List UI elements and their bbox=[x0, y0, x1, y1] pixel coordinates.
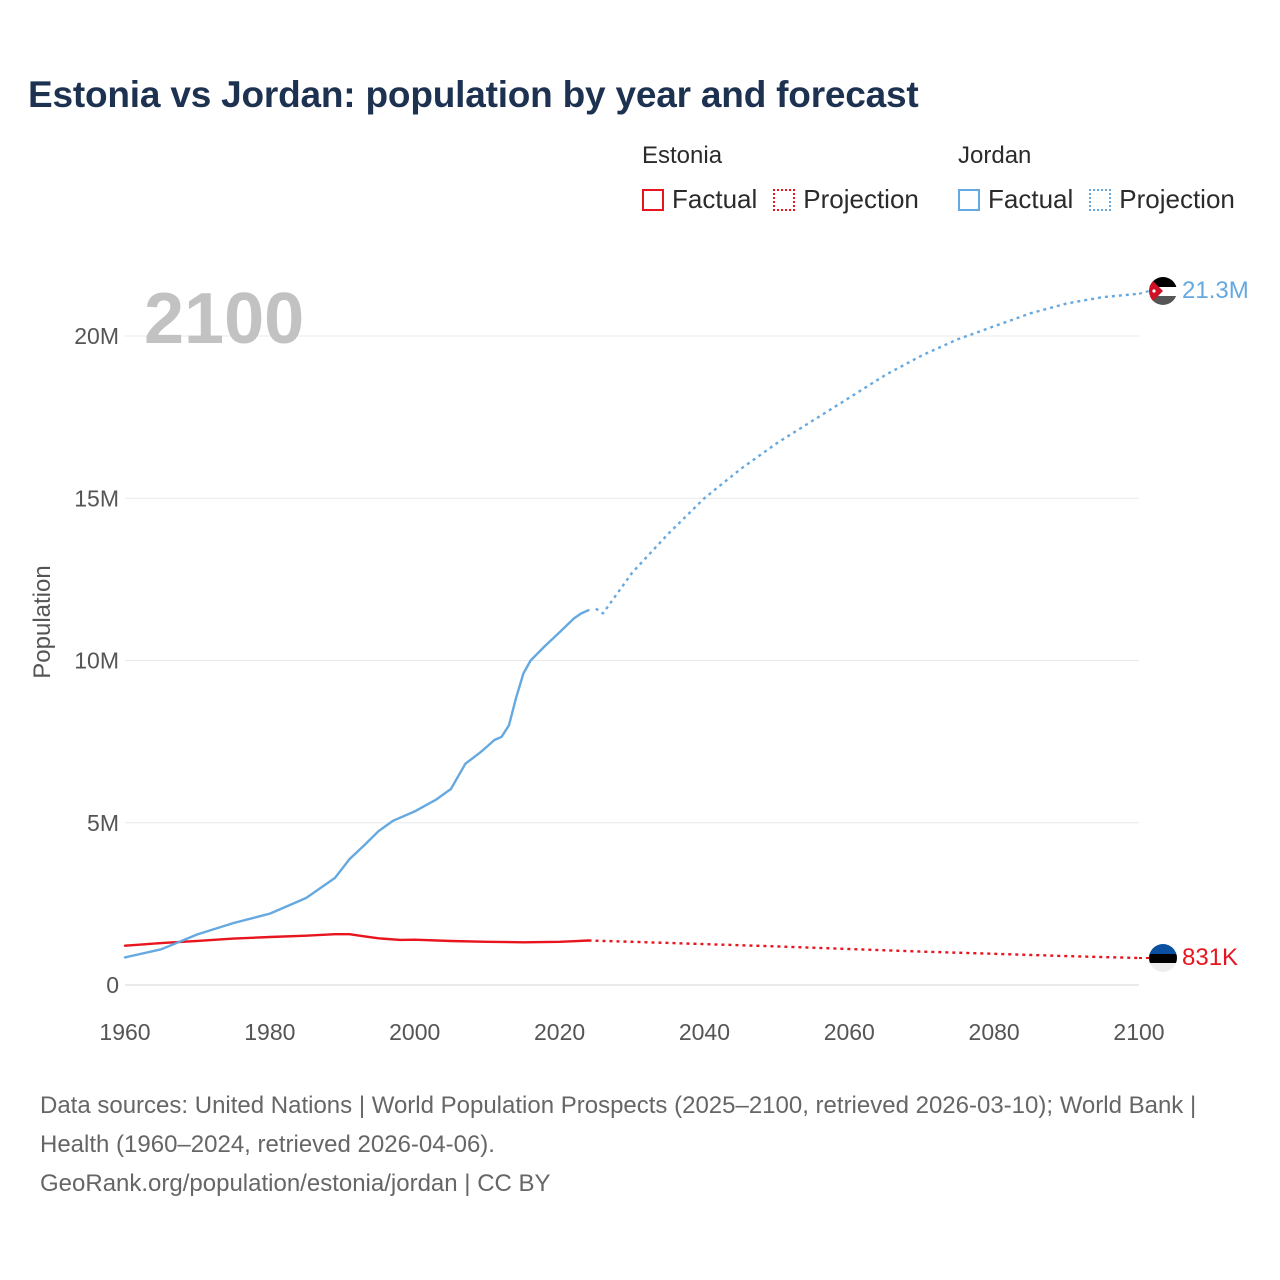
jordan-flag-icon bbox=[1149, 277, 1177, 305]
legend-group-title: Jordan bbox=[958, 142, 1032, 169]
x-tick-label: 2020 bbox=[534, 1019, 585, 1045]
estonia-factual-line[interactable] bbox=[123, 933, 590, 947]
legend-group-estonia: Estonia Factual Projection bbox=[642, 142, 919, 214]
factual-swatch-icon bbox=[642, 188, 664, 211]
y-tick-label: 20M bbox=[74, 323, 119, 349]
x-tick-label: 2000 bbox=[389, 1019, 440, 1045]
estonia-projection-line[interactable] bbox=[588, 939, 1140, 960]
factual-swatch-icon bbox=[958, 188, 980, 211]
jordan-label-connector bbox=[1138, 290, 1150, 295]
legend-item-label: Factual bbox=[672, 184, 758, 214]
x-tick-label: 2060 bbox=[824, 1019, 875, 1045]
x-tick-label: 2100 bbox=[1113, 1019, 1164, 1045]
y-tick-label: 15M bbox=[74, 485, 119, 511]
legend-row: Factual Projection bbox=[958, 184, 1251, 215]
legend-group-title: Estonia bbox=[642, 142, 723, 169]
chart-area: 2100 0 5M 10M 15M 20M 1960 1980 2000 2020 2040 20… bbox=[29, 277, 1249, 1045]
jordan-end-label: 21.3M bbox=[1182, 277, 1249, 304]
jordan-projection-line[interactable] bbox=[595, 292, 1140, 615]
chart-title: Estonia vs Jordan: population by year an… bbox=[28, 74, 919, 115]
legend-group-jordan: Jordan Factual Projection bbox=[958, 142, 1235, 214]
legend-item-label: Projection bbox=[803, 184, 919, 214]
y-tick-label: 10M bbox=[74, 648, 119, 674]
legend-item-jordan-factual[interactable]: Factual bbox=[958, 184, 1073, 215]
footer: Data sources: United Nations | World Pop… bbox=[40, 1086, 1240, 1203]
legend-item-estonia-projection[interactable]: Projection bbox=[773, 184, 919, 215]
grid bbox=[125, 335, 1139, 986]
projection-swatch-icon bbox=[773, 188, 796, 211]
year-watermark: 2100 bbox=[144, 279, 304, 359]
x-tick-label: 2040 bbox=[679, 1019, 730, 1045]
legend-item-label: Factual bbox=[988, 184, 1074, 214]
data-sources-note: Data sources: United Nations | World Pop… bbox=[40, 1092, 1197, 1158]
x-axis: 1960 1980 2000 2020 2040 2060 2080 2100 bbox=[99, 1019, 1164, 1045]
y-tick-label: 5M bbox=[87, 810, 119, 836]
x-tick-label: 1960 bbox=[99, 1019, 150, 1045]
series bbox=[123, 290, 1150, 960]
legend-item-jordan-projection[interactable]: Projection bbox=[1089, 184, 1235, 215]
y-tick-label: 0 bbox=[106, 972, 119, 998]
jordan-factual-line[interactable] bbox=[123, 609, 590, 959]
y-axis: 0 5M 10M 15M 20M bbox=[74, 323, 119, 998]
legend-item-label: Projection bbox=[1119, 184, 1235, 214]
legend-item-estonia-factual[interactable]: Factual bbox=[642, 184, 757, 215]
estonia-end-label: 831K bbox=[1182, 944, 1238, 971]
estonia-flag-icon bbox=[1149, 944, 1177, 972]
credit-link[interactable]: GeoRank.org/population/estonia/jordan | … bbox=[40, 1170, 551, 1197]
projection-swatch-icon bbox=[1089, 188, 1112, 211]
x-tick-label: 2080 bbox=[969, 1019, 1020, 1045]
y-axis-label: Population bbox=[29, 565, 56, 678]
legend-row: Factual Projection bbox=[642, 184, 935, 215]
x-tick-label: 1980 bbox=[244, 1019, 295, 1045]
